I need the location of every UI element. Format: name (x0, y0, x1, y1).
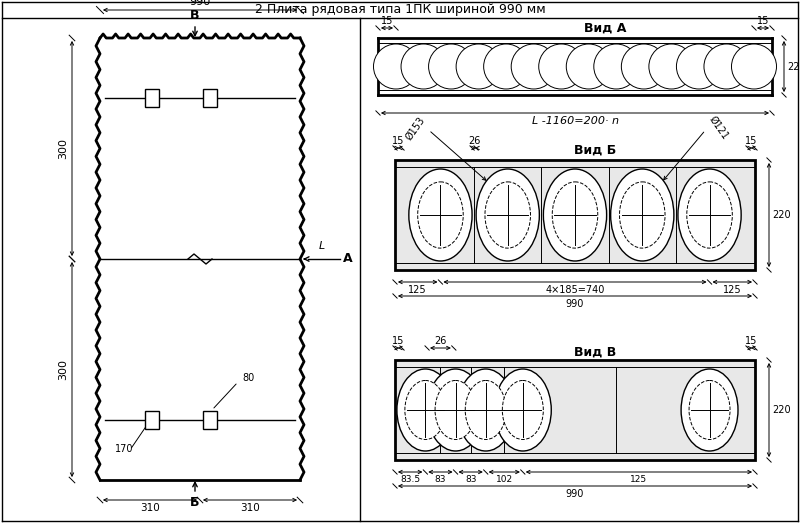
Text: 990: 990 (190, 0, 210, 7)
Text: 80: 80 (242, 373, 254, 383)
Text: 220: 220 (772, 210, 790, 220)
Text: 83: 83 (465, 475, 476, 484)
Text: 15: 15 (746, 336, 758, 346)
Circle shape (511, 44, 556, 89)
Text: 125: 125 (630, 475, 647, 484)
Text: А: А (343, 253, 353, 266)
Text: 220: 220 (772, 405, 790, 415)
Text: 15: 15 (392, 336, 405, 346)
Text: 26: 26 (434, 336, 446, 346)
Ellipse shape (476, 169, 539, 261)
Ellipse shape (689, 380, 730, 439)
Text: L -1160=200· n: L -1160=200· n (531, 116, 618, 126)
Circle shape (401, 44, 446, 89)
Ellipse shape (619, 182, 665, 248)
Circle shape (566, 44, 611, 89)
Ellipse shape (485, 182, 530, 248)
Text: 220: 220 (787, 62, 800, 72)
Ellipse shape (427, 369, 484, 451)
Ellipse shape (502, 380, 543, 439)
Ellipse shape (552, 182, 598, 248)
Ellipse shape (543, 169, 606, 261)
Text: 310: 310 (240, 503, 260, 513)
Text: 83: 83 (434, 475, 446, 484)
Text: 2 Плита рядовая типа 1ПК шириной 990 мм: 2 Плита рядовая типа 1ПК шириной 990 мм (254, 4, 546, 17)
Text: Вид Б: Вид Б (574, 143, 616, 156)
Ellipse shape (466, 380, 506, 439)
Bar (395, 160, 755, 270)
Ellipse shape (686, 182, 732, 248)
Text: 990: 990 (566, 299, 584, 309)
Ellipse shape (678, 169, 741, 261)
Text: 83.5: 83.5 (400, 475, 420, 484)
Text: 125: 125 (723, 285, 742, 295)
Ellipse shape (418, 182, 463, 248)
Text: 4×185=740: 4×185=740 (546, 285, 605, 295)
Circle shape (649, 44, 694, 89)
Ellipse shape (397, 369, 454, 451)
Bar (203, 89, 217, 107)
Text: 170: 170 (114, 444, 134, 454)
Text: Ø121: Ø121 (707, 115, 730, 142)
Bar (203, 411, 217, 429)
Text: 26: 26 (468, 136, 480, 146)
Text: 15: 15 (746, 136, 758, 146)
Ellipse shape (494, 369, 551, 451)
Text: Б: Б (190, 496, 200, 509)
Circle shape (622, 44, 666, 89)
Circle shape (538, 44, 584, 89)
Ellipse shape (409, 169, 472, 261)
Text: 300: 300 (58, 359, 68, 380)
Bar (395, 360, 755, 460)
Circle shape (677, 44, 722, 89)
Text: Ø153: Ø153 (403, 115, 426, 142)
Text: 310: 310 (140, 503, 160, 513)
Text: 15: 15 (392, 136, 405, 146)
Text: 300: 300 (58, 138, 68, 159)
Text: 990: 990 (566, 489, 584, 499)
Circle shape (731, 44, 777, 89)
Ellipse shape (610, 169, 674, 261)
Ellipse shape (405, 380, 446, 439)
Ellipse shape (458, 369, 514, 451)
Circle shape (594, 44, 639, 89)
Bar (145, 411, 159, 429)
Circle shape (704, 44, 749, 89)
Circle shape (429, 44, 474, 89)
Ellipse shape (435, 380, 476, 439)
Ellipse shape (681, 369, 738, 451)
Text: 15: 15 (381, 16, 393, 26)
Text: 125: 125 (409, 285, 427, 295)
Text: Вид В: Вид В (574, 346, 616, 358)
Bar (145, 89, 159, 107)
Text: 15: 15 (757, 16, 769, 26)
Text: Вид А: Вид А (584, 21, 626, 35)
Text: L: L (319, 241, 325, 251)
Text: 102: 102 (496, 475, 513, 484)
Circle shape (484, 44, 529, 89)
Circle shape (456, 44, 501, 89)
Circle shape (374, 44, 418, 89)
Text: В: В (190, 9, 200, 22)
